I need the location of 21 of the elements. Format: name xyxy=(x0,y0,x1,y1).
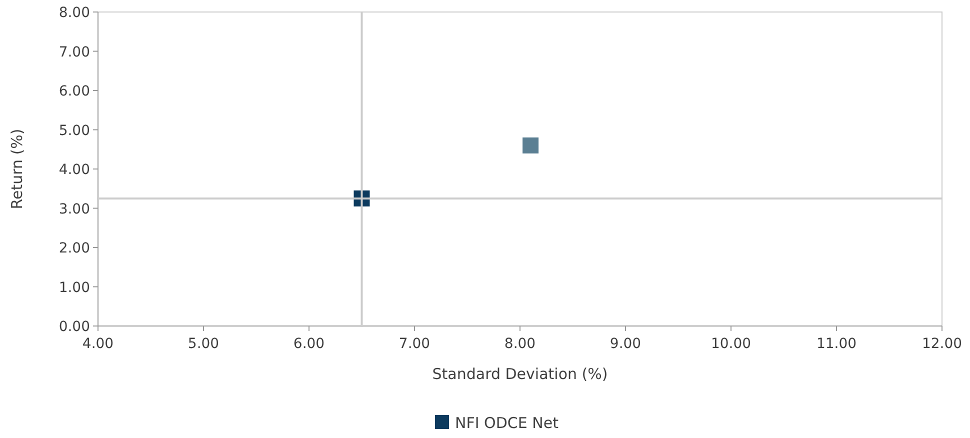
x-tick-label: 9.00 xyxy=(610,336,642,352)
y-tick-label: 5.00 xyxy=(58,122,90,139)
x-axis-title: Standard Deviation (%) xyxy=(432,365,608,383)
x-tick-label: 8.00 xyxy=(504,336,536,352)
y-tick-label: 8.00 xyxy=(58,5,90,21)
legend-label: NFI ODCE Net xyxy=(455,414,559,432)
x-tick-label: 6.00 xyxy=(293,336,325,352)
y-tick-label: 2.00 xyxy=(58,240,90,256)
y-tick-label: 1.00 xyxy=(58,280,90,296)
y-tick-label: 3.00 xyxy=(58,201,90,218)
x-tick-label: 12.00 xyxy=(922,336,962,352)
y-axis-title: Return (%) xyxy=(8,128,26,210)
x-tick-label: 10.00 xyxy=(710,336,752,352)
y-tick-label: 4.00 xyxy=(58,162,90,178)
x-tick-label: 7.00 xyxy=(398,336,430,352)
x-tick-label: 11.00 xyxy=(816,336,857,352)
x-tick-label: 4.00 xyxy=(82,336,114,352)
x-tick-label: 5.00 xyxy=(188,336,220,352)
y-tick-label: 0.00 xyxy=(58,319,90,335)
y-tick-label: 7.00 xyxy=(58,44,90,60)
y-tick-label: 6.00 xyxy=(58,84,90,100)
